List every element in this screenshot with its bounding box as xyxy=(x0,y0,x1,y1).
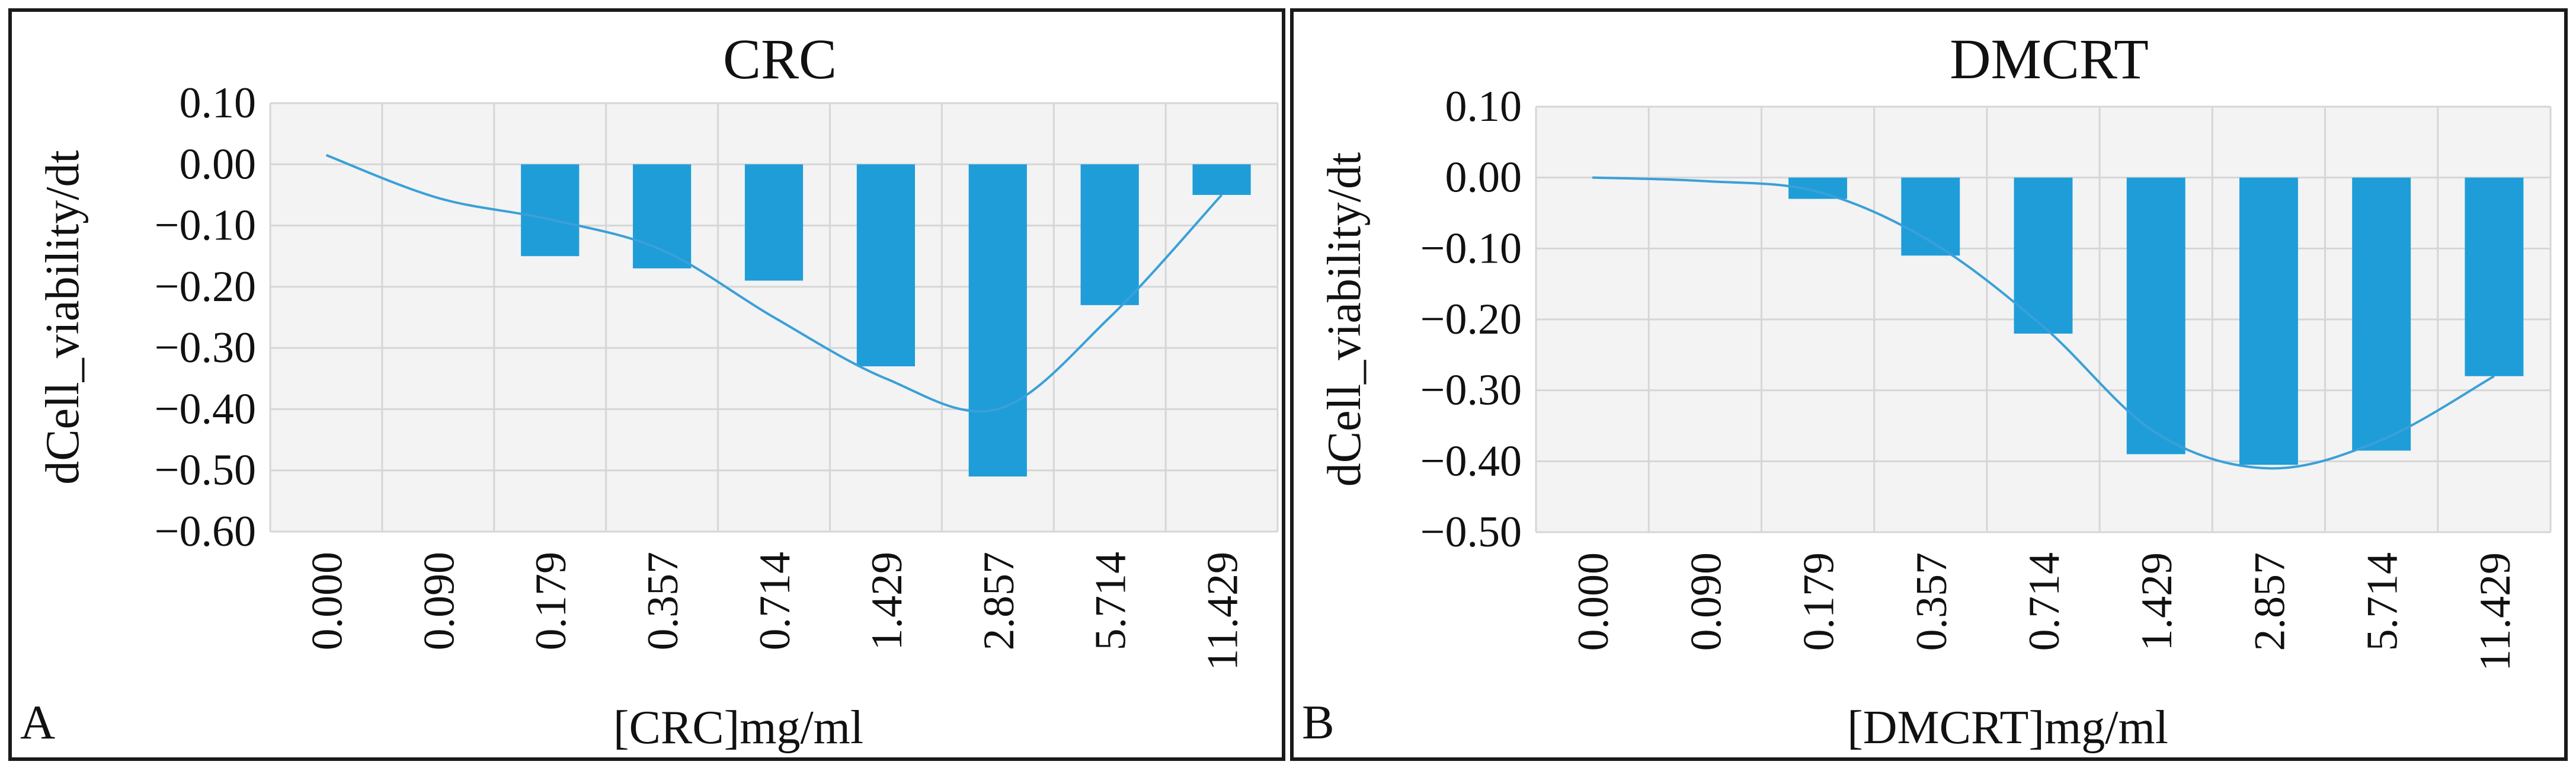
x-axis-label: [DMCRT]mg/ml xyxy=(1847,702,2168,754)
x-tick-label: 0.179 xyxy=(1795,552,1844,651)
x-tick-label: 0.714 xyxy=(751,552,799,651)
bar-1.429 xyxy=(2126,177,2185,455)
chart-b-svg: 0.10 0.00 −0.10 −0.20 −0.30 −0.40 −0.50 0.000 0.… xyxy=(1302,27,2552,754)
x-tick-label: 0.000 xyxy=(1569,552,1618,651)
x-tick-label: 0.179 xyxy=(527,552,575,651)
trend-line xyxy=(1592,176,2495,470)
chart-panel-a: 0.10 0.00 −0.10 −0.20 −0.30 −0.40 −0.50 −0.60 0.… xyxy=(8,8,1285,761)
bar-0.714 xyxy=(744,164,804,281)
x-tick-label: 5.714 xyxy=(1087,552,1135,651)
x-tick-label: 1.429 xyxy=(863,552,911,651)
bar-5.714 xyxy=(2352,177,2411,451)
y-tick-label: −0.30 xyxy=(155,324,256,372)
y-tick-label: −0.20 xyxy=(1420,295,1522,344)
y-tick-label: 0.10 xyxy=(180,79,257,127)
bar-11.429 xyxy=(1192,164,1251,195)
bar-0.357 xyxy=(633,164,692,268)
x-tick-label: 2.857 xyxy=(2245,552,2294,651)
bar-2.857 xyxy=(2239,177,2298,465)
y-tick-label: −0.60 xyxy=(155,507,256,556)
panel-label: A xyxy=(20,695,55,749)
y-tick-label: −0.10 xyxy=(155,201,256,250)
y-tick-label: 0.00 xyxy=(180,140,257,188)
x-tick-label: 0.090 xyxy=(1682,552,1730,651)
y-tick-label: −0.10 xyxy=(1420,224,1522,273)
chart-a-svg: 0.10 0.00 −0.10 −0.20 −0.30 −0.40 −0.50 −0.60 0.… xyxy=(20,27,1279,754)
x-tick-label: 11.429 xyxy=(1199,552,1247,671)
y-tick-label: 0.00 xyxy=(1445,153,1522,202)
y-tick-label: −0.40 xyxy=(1420,437,1522,485)
y-tick-label: −0.30 xyxy=(1420,366,1522,415)
y-tick-label: −0.40 xyxy=(155,385,256,433)
trend-line xyxy=(325,153,1223,413)
y-axis-label: dCell_viability/dt xyxy=(1319,152,1371,487)
chart-title: CRC xyxy=(723,27,837,91)
x-tick-label: 0.357 xyxy=(639,552,687,651)
y-tick-label: 0.10 xyxy=(1445,82,1522,131)
x-tick-label: 0.714 xyxy=(2020,552,2069,651)
bar-0.714 xyxy=(2014,177,2073,334)
x-tick-label: 11.429 xyxy=(2471,552,2520,671)
x-tick-label: 0.357 xyxy=(1908,552,1956,651)
x-axis-label: [CRC]mg/ml xyxy=(613,702,863,754)
bar-5.714 xyxy=(1080,164,1139,305)
chart-title: DMCRT xyxy=(1950,27,2149,91)
panel-label: B xyxy=(1302,695,1335,749)
y-tick-label: −0.20 xyxy=(155,263,256,311)
bar-11.429 xyxy=(2465,177,2524,376)
bar-2.857 xyxy=(968,164,1027,477)
x-tick-label: 2.857 xyxy=(975,552,1023,651)
x-tick-label: 0.000 xyxy=(303,552,351,651)
bar-0.179 xyxy=(521,164,580,257)
y-axis-label: dCell_viability/dt xyxy=(37,150,89,484)
y-tick-label: −0.50 xyxy=(1420,508,1522,556)
chart-panel-b: 0.10 0.00 −0.10 −0.20 −0.30 −0.40 −0.50 0.000 0.… xyxy=(1290,8,2568,761)
bar-0.357 xyxy=(1901,177,1960,256)
x-tick-label: 5.714 xyxy=(2359,552,2407,651)
bar-1.429 xyxy=(856,164,915,367)
y-tick-label: −0.50 xyxy=(155,446,256,495)
x-tick-label: 1.429 xyxy=(2133,552,2181,651)
x-tick-label: 0.090 xyxy=(415,552,463,651)
